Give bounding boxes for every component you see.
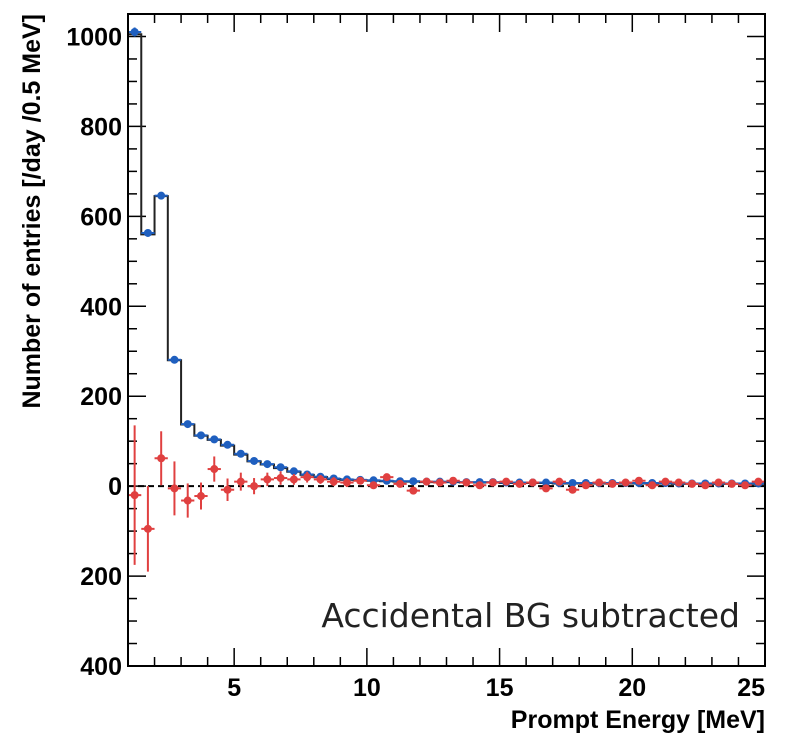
data-point — [701, 481, 710, 490]
tick-labels: 5 10 15 20 25 1000 800 600 400 200 0 200 400 — [66, 23, 765, 702]
data-point — [727, 479, 736, 488]
data-point — [475, 481, 484, 490]
y-tick-label: 200 — [80, 383, 122, 411]
plot-series — [128, 27, 765, 572]
data-point — [595, 478, 604, 487]
histogram-line — [128, 33, 765, 487]
data-point — [661, 477, 670, 486]
chart-annotation: Accidental BG subtracted — [321, 596, 740, 635]
x-tick-label: 10 — [353, 674, 381, 702]
data-point — [263, 475, 272, 484]
data-point — [183, 496, 192, 505]
plot-frame — [127, 13, 766, 667]
data-point — [157, 454, 166, 463]
data-point — [356, 476, 365, 485]
x-axis-title: Prompt Energy [MeV] — [511, 706, 765, 734]
x-tick-label: 15 — [486, 674, 514, 702]
data-point — [289, 475, 298, 484]
data-point — [462, 478, 471, 487]
y-axis-title: Number of entries [/day /0.5 MeV] — [18, 14, 46, 409]
data-point — [236, 449, 245, 458]
series-points-1 — [128, 27, 765, 488]
data-point — [688, 479, 697, 488]
data-point — [223, 440, 232, 449]
data-point — [276, 474, 285, 483]
data-point — [568, 478, 577, 487]
data-point — [714, 478, 723, 487]
data-point — [528, 478, 537, 487]
y-tick-label: 0 — [108, 473, 122, 501]
data-point — [143, 524, 152, 533]
data-point — [210, 465, 219, 474]
data-point — [369, 481, 378, 490]
data-point — [409, 486, 418, 495]
y-tick-label: 1000 — [66, 23, 122, 51]
data-point — [223, 485, 232, 494]
data-point — [210, 435, 219, 444]
data-point — [741, 481, 750, 490]
data-point — [502, 477, 511, 486]
data-point — [263, 460, 272, 469]
data-point — [542, 478, 551, 487]
data-point — [396, 479, 405, 488]
data-point — [303, 473, 312, 482]
data-point — [342, 478, 351, 487]
data-point — [568, 485, 577, 494]
data-point — [754, 477, 763, 486]
y-tick-label: 200 — [80, 563, 122, 591]
data-point — [157, 191, 166, 200]
data-point — [143, 228, 152, 237]
data-point — [329, 477, 338, 486]
data-point — [449, 476, 458, 485]
axis-ticks — [127, 13, 766, 667]
data-point — [289, 467, 298, 476]
data-point — [170, 484, 179, 493]
data-point — [196, 431, 205, 440]
x-tick-label: 25 — [737, 674, 765, 702]
data-point — [316, 475, 325, 484]
data-point — [170, 355, 179, 364]
data-point — [515, 479, 524, 488]
data-point — [196, 492, 205, 501]
data-point — [130, 491, 139, 500]
data-point — [648, 481, 657, 490]
y-tick-label: 400 — [80, 293, 122, 321]
data-point — [250, 456, 259, 465]
y-tick-label: 800 — [80, 113, 122, 141]
series-points-2 — [128, 425, 765, 572]
data-point — [581, 481, 590, 490]
data-point — [555, 477, 564, 486]
x-tick-label: 5 — [227, 674, 241, 702]
y-tick-label: 400 — [80, 653, 122, 681]
data-point — [130, 27, 139, 36]
data-point — [236, 477, 245, 486]
data-point — [276, 463, 285, 472]
data-point — [409, 477, 418, 486]
data-point — [488, 478, 497, 487]
data-point — [621, 478, 630, 487]
y-tick-label: 600 — [80, 203, 122, 231]
x-tick-label: 20 — [618, 674, 646, 702]
data-point — [422, 477, 431, 486]
data-point — [674, 478, 683, 487]
data-point — [250, 482, 259, 491]
data-point — [382, 473, 391, 482]
data-point — [435, 478, 444, 487]
data-point — [183, 420, 192, 429]
data-point — [542, 484, 551, 493]
data-point — [608, 479, 617, 488]
data-point — [634, 476, 643, 485]
